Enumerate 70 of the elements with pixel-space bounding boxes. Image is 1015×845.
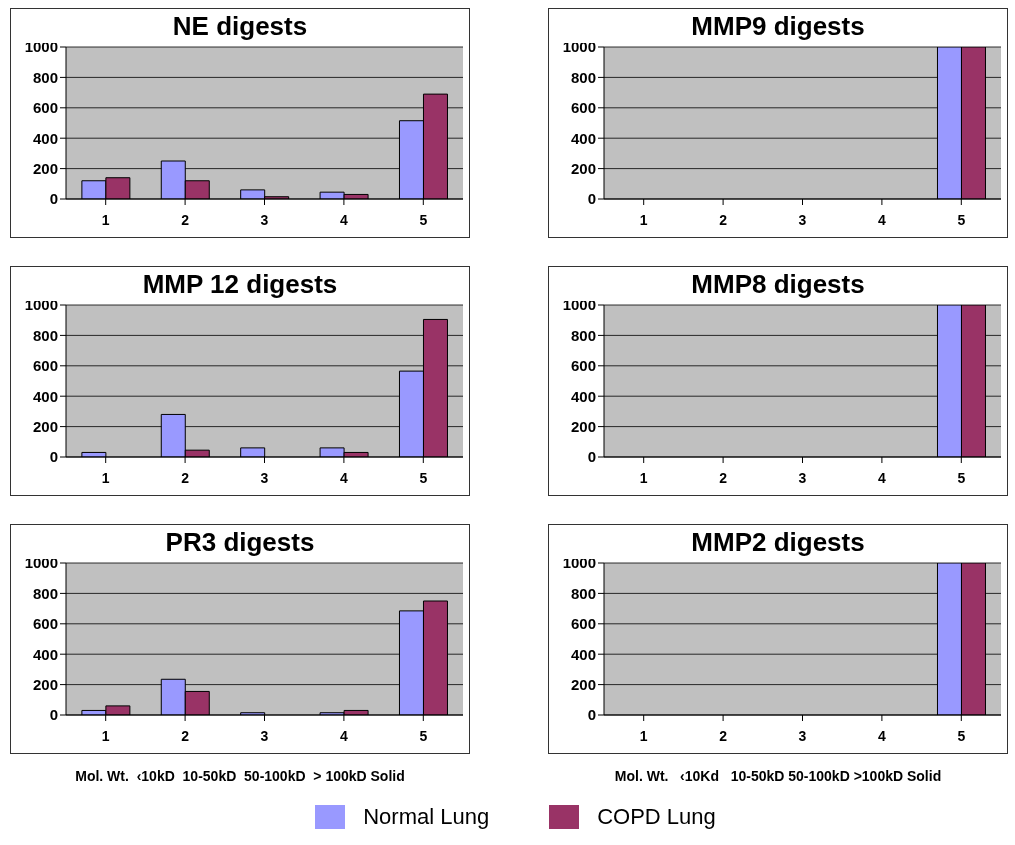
y-tick-label: 600: [32, 615, 58, 633]
y-tick-label: 400: [32, 645, 58, 663]
x-tick-label: 2: [719, 727, 728, 744]
y-tick-label: 200: [32, 159, 58, 177]
legend-label: COPD Lung: [597, 804, 716, 830]
y-tick-label: 0: [587, 706, 596, 724]
y-tick-label: 400: [570, 129, 596, 147]
y-tick-label: 600: [570, 357, 596, 375]
y-tick-label: 400: [570, 645, 596, 663]
x-tick-label: 3: [798, 727, 807, 744]
x-tick-label: 5: [419, 211, 428, 228]
x-tick-label: 1: [101, 211, 110, 228]
y-tick-label: 600: [32, 99, 58, 117]
y-tick-label: 400: [570, 387, 596, 405]
y-tick-label: 800: [32, 68, 58, 86]
x-tick-label: 3: [798, 469, 807, 486]
chart-title: PR3 digests: [165, 527, 315, 557]
x-tick-label: 5: [957, 211, 966, 228]
x-tick-label: 5: [419, 469, 428, 486]
x-tick-label: 1: [101, 469, 110, 486]
x-tick-label: 4: [340, 211, 348, 228]
x-tick-label: 5: [957, 727, 966, 744]
x-tick-label: 5: [419, 727, 428, 744]
y-tick-label: 200: [570, 159, 596, 177]
y-tick-label: 0: [49, 190, 58, 208]
y-tick-label: 0: [587, 190, 596, 208]
y-tick-label: 800: [570, 584, 596, 602]
chart-title: MMP 12 digests: [142, 269, 338, 299]
y-tick-label: 200: [570, 417, 596, 435]
text: Mol. Wt. ‹10kD 10-50kD 50-100kD > 100kD Solid: [74, 768, 406, 784]
x-tick-label: 2: [181, 727, 190, 744]
x-tick-label: 3: [260, 211, 269, 228]
chart-title: MMP9 digests: [691, 11, 865, 41]
y-tick-label: 600: [32, 357, 58, 375]
y-tick-label: 800: [32, 584, 58, 602]
x-tick-label: 4: [878, 469, 886, 486]
x-tick-label: 1: [639, 469, 648, 486]
text: Mol. Wt. ‹10Kd 10-50kD 50-100kD >100kD Solid: [613, 768, 943, 784]
y-tick-label: 800: [570, 68, 596, 86]
chart-title: MMP8 digests: [691, 269, 865, 299]
y-tick-label: 200: [32, 417, 58, 435]
y-tick-label: 0: [49, 448, 58, 466]
legend-label: Normal Lung: [363, 804, 490, 830]
y-tick-label: 400: [32, 387, 58, 405]
y-tick-label: 400: [32, 129, 58, 147]
y-tick-label: 200: [32, 675, 58, 693]
y-tick-label: 800: [570, 326, 596, 344]
y-tick-label: 200: [570, 675, 596, 693]
x-tick-label: 1: [639, 211, 648, 228]
x-tick-label: 2: [719, 211, 728, 228]
y-tick-label: 600: [570, 99, 596, 117]
x-tick-label: 3: [260, 727, 269, 744]
y-tick-label: 600: [570, 615, 596, 633]
x-tick-label: 2: [719, 469, 728, 486]
x-tick-label: 1: [101, 727, 110, 744]
x-tick-label: 4: [340, 469, 348, 486]
x-tick-label: 5: [957, 469, 966, 486]
x-tick-label: 2: [181, 469, 190, 486]
x-tick-label: 3: [260, 469, 269, 486]
x-tick-label: 4: [878, 211, 886, 228]
y-tick-label: 800: [32, 326, 58, 344]
y-tick-label: 0: [587, 448, 596, 466]
x-tick-label: 4: [340, 727, 348, 744]
x-tick-label: 4: [878, 727, 886, 744]
x-tick-label: 1: [639, 727, 648, 744]
x-tick-label: 2: [181, 211, 190, 228]
x-tick-label: 3: [798, 211, 807, 228]
y-tick-label: 0: [49, 706, 58, 724]
chart-title: MMP2 digests: [691, 527, 865, 557]
chart-title: NE digests: [172, 11, 308, 41]
